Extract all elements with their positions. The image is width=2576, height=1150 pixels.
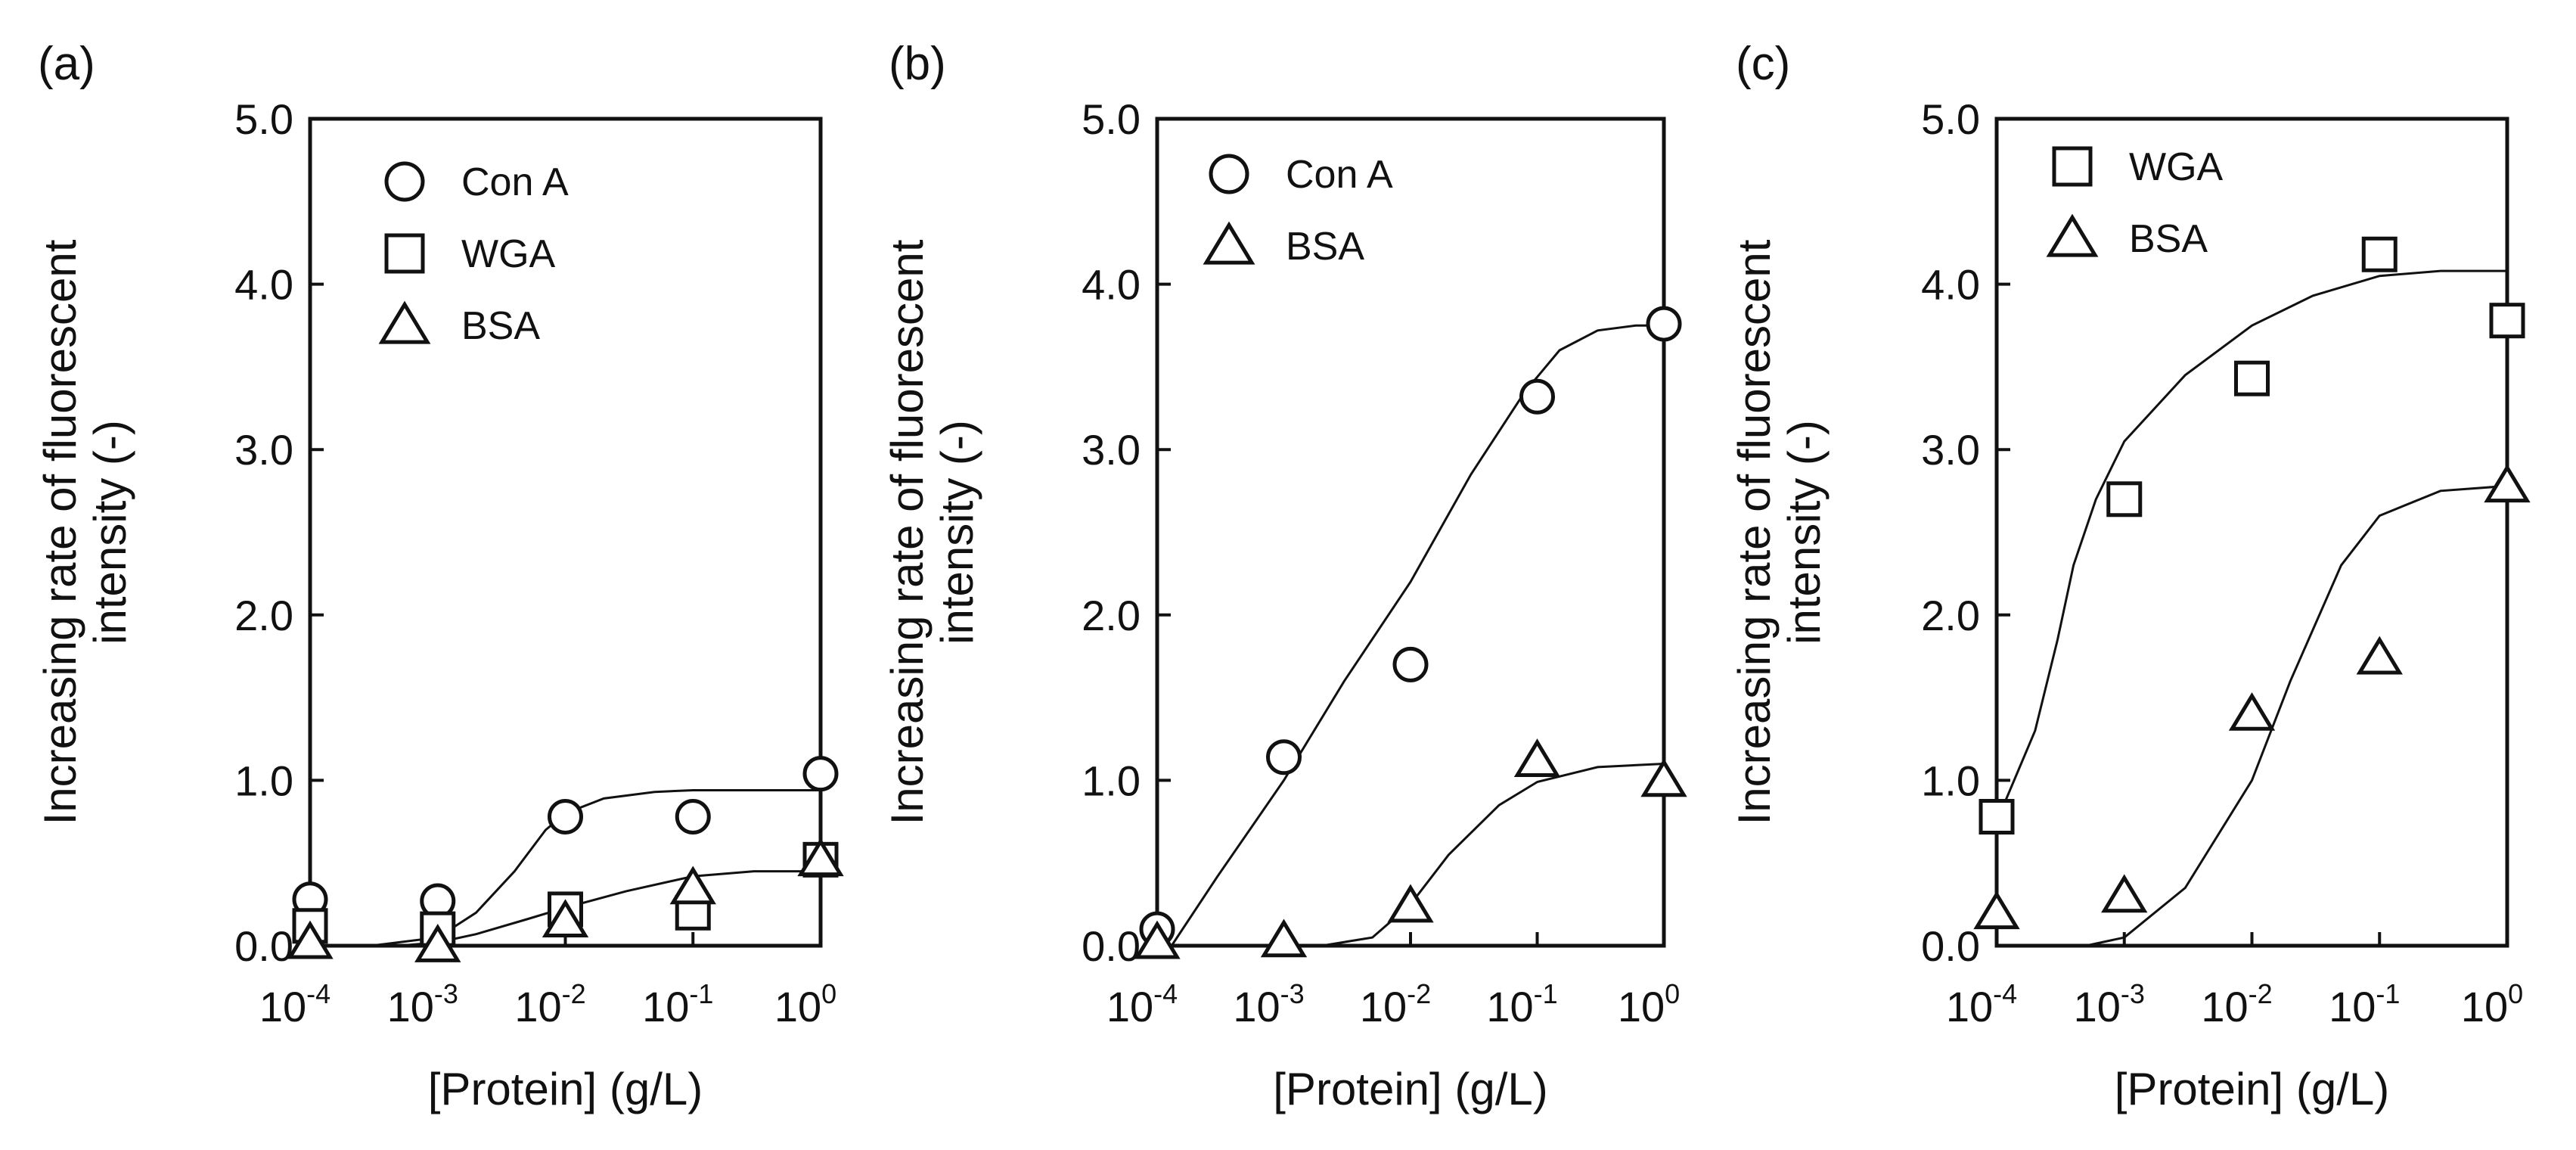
x-tick-label: 100 (774, 978, 836, 1030)
panel-label: (c) (1736, 38, 1790, 90)
data-point-wga (2234, 360, 2270, 396)
x-tick-label: 10-1 (642, 978, 713, 1030)
legend-label-wga: WGA (461, 232, 556, 276)
data-point-bsa (542, 899, 589, 938)
y-tick-label: 3.0 (1921, 426, 1980, 474)
legend-label-bsa: BSA (461, 304, 540, 348)
fit-curve-wga (310, 870, 821, 947)
x-tick-label: 10-2 (514, 978, 585, 1030)
data-point-bsa (1513, 738, 1561, 777)
data-point-wga (2361, 236, 2398, 272)
y-axis-title: Increasing rate of fluorescentintensity … (35, 239, 135, 825)
x-tick-label: 10-2 (2201, 978, 2272, 1030)
panel-a: (a) 0.0 1.0 2.0 3.0 4.0 5.0 10-4 10-3 10-2 10-1 100… (35, 38, 844, 1114)
data-point-con-a (1392, 646, 1429, 682)
x-tick-label: 10-1 (2329, 978, 2400, 1030)
panel-label: (b) (889, 38, 946, 90)
data-point-bsa (2101, 874, 2148, 913)
legend-label-con-a: Con A (1286, 153, 1393, 197)
x-tick-label: 10-4 (259, 978, 331, 1030)
y-tick-label: 2.0 (1082, 592, 1141, 639)
legend-marker-wga (2052, 146, 2093, 187)
x-axis-title: [Protein] (g/L) (428, 1064, 703, 1114)
data-point-wga (2106, 481, 2143, 518)
data-point-con-a (1266, 739, 1302, 775)
data-point-con-a (548, 798, 583, 835)
data-point-wga (1979, 798, 2015, 835)
y-tick-label: 1.0 (1082, 757, 1141, 804)
data-point-bsa (1973, 890, 2020, 930)
x-axis-title: [Protein] (g/L) (2115, 1064, 2390, 1114)
y-tick-label: 0.0 (1921, 922, 1980, 970)
y-tick-label: 1.0 (1921, 757, 1980, 804)
y-tick-label: 5.0 (234, 95, 293, 143)
y-tick-label: 5.0 (1921, 95, 1980, 143)
legend-label-con-a: Con A (461, 160, 569, 204)
x-tick-label: 100 (2461, 978, 2523, 1030)
data-point-con-a (675, 798, 711, 835)
x-tick-label: 100 (1618, 978, 1680, 1030)
data-point-con-a (1646, 306, 1682, 342)
fit-curve-bsa (2034, 484, 2508, 947)
y-axis-title: Increasing rate of fluorescentintensity … (1729, 239, 1830, 825)
x-tick-label: 10-3 (387, 978, 458, 1030)
data-point-bsa (1387, 884, 1434, 923)
data-point-wga (2489, 303, 2525, 339)
legend-marker-bsa (378, 300, 431, 344)
data-point-bsa (1260, 918, 1308, 958)
data-point-bsa (2356, 636, 2403, 675)
data-point-bsa (1134, 920, 1181, 959)
data-point-bsa (797, 838, 844, 877)
legend-label-bsa: BSA (2129, 217, 2208, 261)
legend-label-wga: WGA (2129, 145, 2224, 189)
fit-curve-wga (1995, 269, 2507, 822)
x-tick-label: 10-3 (2074, 978, 2145, 1030)
legend-marker-wga (384, 233, 425, 274)
y-tick-label: 4.0 (234, 261, 293, 309)
legend-marker-con-a (1209, 154, 1249, 194)
x-tick-label: 10-4 (1946, 978, 2017, 1030)
panel-label: (a) (38, 38, 95, 90)
x-tick-label: 10-4 (1106, 978, 1178, 1030)
data-point-bsa (414, 924, 461, 962)
data-point-con-a (1519, 378, 1555, 415)
data-point-bsa (287, 920, 334, 959)
y-tick-label: 0.0 (234, 922, 293, 970)
y-tick-label: 0.0 (1082, 922, 1141, 970)
y-tick-label: 4.0 (1921, 261, 1980, 309)
x-tick-label: 10-1 (1486, 978, 1557, 1030)
data-point-con-a (802, 756, 839, 792)
x-tick-label: 10-3 (1233, 978, 1304, 1030)
y-tick-label: 5.0 (1082, 95, 1141, 143)
fit-curve-bsa (1157, 763, 1665, 947)
fit-curve-con-a (1170, 324, 1664, 946)
data-point-bsa (2484, 464, 2531, 503)
y-tick-label: 1.0 (234, 757, 293, 804)
legend-marker-bsa (2046, 213, 2099, 257)
y-tick-label: 2.0 (234, 592, 293, 639)
x-tick-label: 10-2 (1360, 978, 1431, 1030)
y-tick-label: 3.0 (1082, 426, 1141, 474)
legend-marker-con-a (384, 161, 425, 202)
panel-b: (b) 0.0 1.0 2.0 3.0 4.0 5.0 10-4 10-3 10-2 10-1 100… (882, 38, 1687, 1114)
y-tick-label: 2.0 (1921, 592, 1980, 639)
data-point-bsa (669, 866, 716, 905)
legend-label-bsa: BSA (1286, 225, 1364, 269)
data-point-bsa (2228, 692, 2276, 731)
data-point-bsa (1640, 758, 1687, 797)
legend-marker-bsa (1203, 221, 1255, 265)
y-axis-title: Increasing rate of fluorescentintensity … (882, 239, 982, 825)
y-tick-label: 4.0 (1082, 261, 1141, 309)
x-axis-title: [Protein] (g/L) (1273, 1064, 1548, 1114)
y-tick-label: 3.0 (234, 426, 293, 474)
panel-c: (c) 0.0 1.0 2.0 3.0 4.0 5.0 10-4 10-3 10-2 10-1 100… (1729, 38, 2531, 1114)
